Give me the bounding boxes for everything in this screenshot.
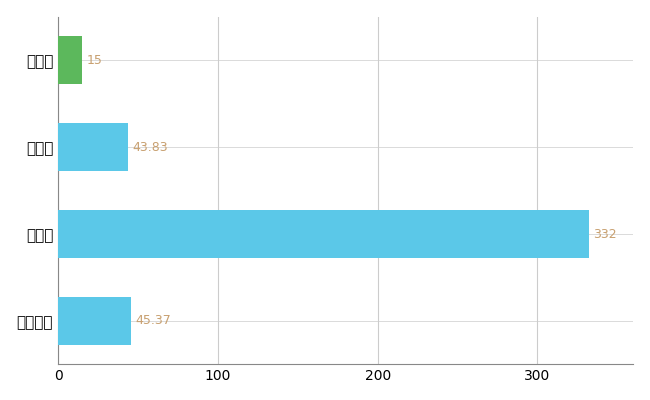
Bar bbox=[58, 36, 82, 84]
Text: 45.37: 45.37 bbox=[135, 314, 171, 328]
Text: 43.83: 43.83 bbox=[133, 140, 168, 154]
Bar bbox=[58, 123, 128, 171]
Text: 15: 15 bbox=[87, 54, 103, 67]
Bar bbox=[58, 297, 131, 345]
Text: 332: 332 bbox=[593, 228, 617, 240]
Bar bbox=[58, 210, 589, 258]
